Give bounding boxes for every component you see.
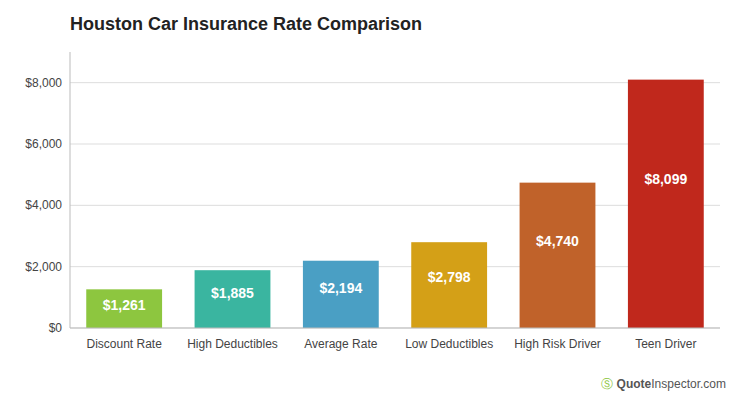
- y-tick-label: $4,000: [25, 198, 62, 212]
- bar: [411, 242, 487, 328]
- data-label: $2,194: [319, 280, 362, 296]
- grid-line: [70, 205, 720, 206]
- grid-line: [70, 328, 720, 329]
- x-tick-label: Low Deductibles: [405, 337, 493, 351]
- grid-line: [70, 144, 720, 145]
- annotation: Inspector: [651, 377, 700, 391]
- x-tick-label: Average Rate: [304, 337, 377, 351]
- data-label: $4,740: [536, 233, 579, 249]
- annotation: Quote: [617, 377, 652, 391]
- x-tick-label: Discount Rate: [86, 337, 162, 351]
- grid-line: [70, 82, 720, 83]
- y-tick-label: $2,000: [25, 260, 62, 274]
- x-tick-label: Teen Driver: [635, 337, 696, 351]
- annotation: .com: [700, 377, 726, 391]
- data-label: $1,885: [211, 285, 254, 301]
- x-tick-label: High Risk Driver: [514, 337, 601, 351]
- annotation: Ⓢ: [601, 377, 613, 391]
- y-axis-line: [70, 52, 71, 328]
- data-label: $2,798: [428, 269, 471, 285]
- bar: [520, 183, 596, 328]
- bar: [195, 270, 271, 328]
- chart: Houston Car Insurance Rate Comparison $0 $…: [0, 0, 740, 400]
- bar: [303, 261, 379, 328]
- y-tick-label: $0: [49, 321, 63, 335]
- y-tick-label: $6,000: [25, 137, 62, 151]
- y-tick-label: $8,000: [25, 76, 62, 90]
- bar: [628, 80, 704, 328]
- grid: [70, 83, 720, 328]
- bars: [86, 80, 704, 328]
- data-label: $1,261: [103, 297, 146, 313]
- grid-line: [70, 266, 720, 267]
- title: Houston Car Insurance Rate Comparison: [70, 14, 422, 34]
- data-label: $8,099: [644, 171, 687, 187]
- watermark: Ⓢ QuoteInspector.com: [601, 377, 726, 391]
- bar: [86, 289, 162, 328]
- x-axis-line: [70, 328, 720, 329]
- x-tick-label: High Deductibles: [187, 337, 278, 351]
